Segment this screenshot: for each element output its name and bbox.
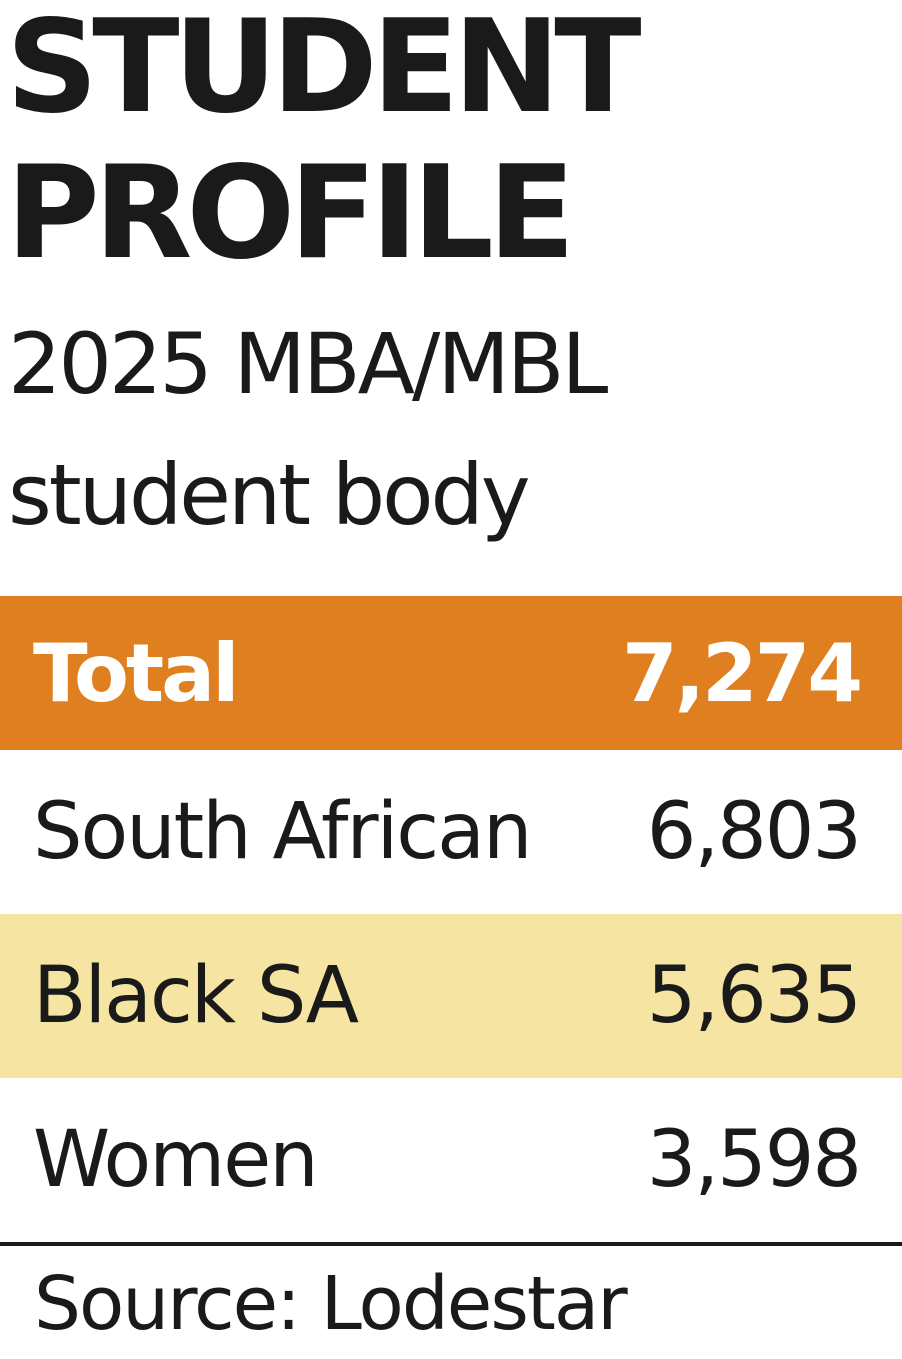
- table-row-black-sa: Black SA 5,635: [0, 914, 902, 1078]
- row-value: 6,803: [646, 787, 862, 877]
- row-label: Women: [33, 1115, 319, 1205]
- subtitle-line-1: 2025 MBA/MBL: [8, 315, 608, 413]
- divider-rule: [0, 1242, 902, 1246]
- row-label: Black SA: [33, 951, 359, 1041]
- table-row-total: Total 7,274: [0, 596, 902, 750]
- row-value: 3,598: [646, 1115, 862, 1205]
- table-row-south-african: South African 6,803: [0, 750, 902, 914]
- student-profile-table: Total 7,274 South African 6,803 Black SA…: [0, 596, 902, 1242]
- row-label: South African: [33, 787, 532, 877]
- title-line-1: STUDENT: [6, 0, 642, 142]
- title-line-2: PROFILE: [6, 139, 575, 288]
- row-value: 5,635: [646, 951, 862, 1041]
- table-row-women: Women 3,598: [0, 1078, 902, 1242]
- row-label: Total: [33, 626, 240, 720]
- subtitle-line-2: student body: [8, 446, 531, 544]
- source-note: Source: Lodestar: [34, 1261, 628, 1347]
- row-value: 7,274: [621, 626, 863, 720]
